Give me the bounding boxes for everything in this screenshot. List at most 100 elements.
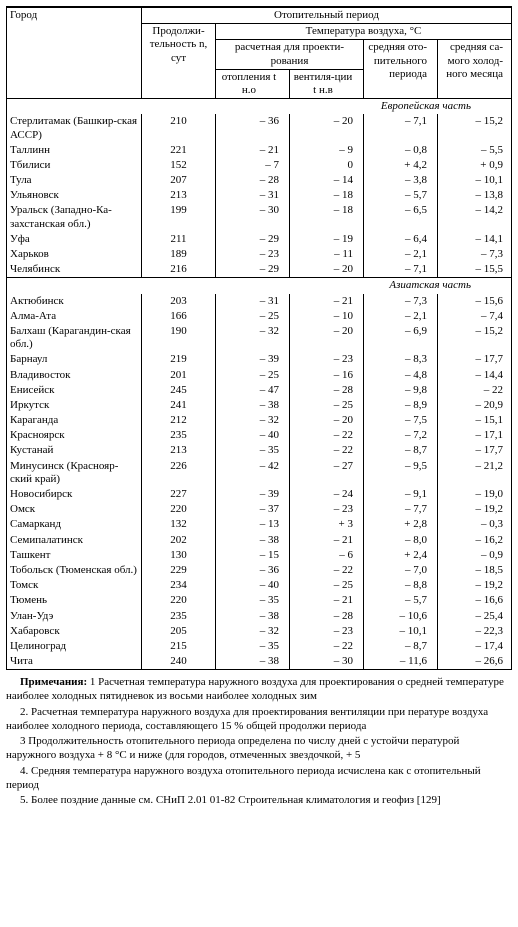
table-row: Тула207– 28– 14– 3,8– 10,1 bbox=[7, 173, 512, 188]
ventilation-cell: – 22 bbox=[290, 443, 364, 458]
ventilation-cell: – 28 bbox=[290, 383, 364, 398]
table-row: Красноярск235– 40– 22– 7,2– 17,1 bbox=[7, 428, 512, 443]
duration-cell: 241 bbox=[142, 398, 216, 413]
avg-period-cell: – 2,1 bbox=[364, 309, 438, 324]
avg-cold-cell: – 26,6 bbox=[438, 654, 512, 670]
city-cell: Уральск (Западно-Ка-захстанская обл.) bbox=[7, 203, 142, 231]
heating-cell: – 36 bbox=[216, 563, 290, 578]
city-cell: Ташкент bbox=[7, 548, 142, 563]
avg-cold-cell: – 13,8 bbox=[438, 188, 512, 203]
climate-table: Город Отопительный период Продолжи-тельн… bbox=[6, 6, 512, 670]
avg-cold-cell: – 15,2 bbox=[438, 114, 512, 142]
table-row: Тобольск (Тюменская обл.)229– 36– 22– 7,… bbox=[7, 563, 512, 578]
ventilation-cell: – 21 bbox=[290, 533, 364, 548]
city-cell: Стерлитамак (Башкир-ская АССР) bbox=[7, 114, 142, 142]
table-row: Харьков189– 23– 11– 2,1– 7,3 bbox=[7, 247, 512, 262]
avg-period-cell: – 7,1 bbox=[364, 262, 438, 278]
avg-cold-cell: – 21,2 bbox=[438, 459, 512, 487]
notes-block: Примечания: 1 Расчетная температура нару… bbox=[6, 676, 512, 808]
heating-cell: – 38 bbox=[216, 398, 290, 413]
duration-cell: 221 bbox=[142, 143, 216, 158]
city-cell: Омск bbox=[7, 502, 142, 517]
heating-cell: – 35 bbox=[216, 593, 290, 608]
avg-cold-cell: + 0,9 bbox=[438, 158, 512, 173]
avg-period-cell: – 0,8 bbox=[364, 143, 438, 158]
city-cell: Владивосток bbox=[7, 368, 142, 383]
table-row: Балхаш (Карагандин-ская обл.)190– 32– 20… bbox=[7, 324, 512, 352]
table-header: Город Отопительный период Продолжи-тельн… bbox=[7, 7, 512, 99]
heating-cell: – 32 bbox=[216, 624, 290, 639]
header-temp: Температура воздуха, °C bbox=[216, 24, 512, 40]
heating-cell: – 31 bbox=[216, 294, 290, 309]
city-cell: Алма-Ата bbox=[7, 309, 142, 324]
table-row: Новосибирск227– 39– 24– 9,1– 19,0 bbox=[7, 487, 512, 502]
ventilation-cell: – 18 bbox=[290, 188, 364, 203]
ventilation-cell: – 20 bbox=[290, 324, 364, 352]
avg-cold-cell: – 20,9 bbox=[438, 398, 512, 413]
avg-cold-cell: – 22 bbox=[438, 383, 512, 398]
note-line: 3 Продолжительность отопительного период… bbox=[6, 735, 512, 763]
avg-period-cell: – 7,7 bbox=[364, 502, 438, 517]
duration-cell: 235 bbox=[142, 609, 216, 624]
table-row: Челябинск216– 29– 20– 7,1– 15,5 bbox=[7, 262, 512, 278]
ventilation-cell: – 22 bbox=[290, 563, 364, 578]
duration-cell: 229 bbox=[142, 563, 216, 578]
city-cell: Кустанай bbox=[7, 443, 142, 458]
table-row: Чита240– 38– 30– 11,6– 26,6 bbox=[7, 654, 512, 670]
table-row: Самарканд132– 13+ 3+ 2,8– 0,3 bbox=[7, 517, 512, 532]
note-line: 5. Более поздние данные см. СНиП 2.01 01… bbox=[6, 794, 512, 808]
duration-cell: 240 bbox=[142, 654, 216, 670]
note-line: Примечания: 1 Расчетная температура нару… bbox=[6, 676, 512, 704]
table-row: Енисейск245– 47– 28– 9,8– 22 bbox=[7, 383, 512, 398]
duration-cell: 201 bbox=[142, 368, 216, 383]
city-cell: Хабаровск bbox=[7, 624, 142, 639]
duration-cell: 213 bbox=[142, 188, 216, 203]
ventilation-cell: – 6 bbox=[290, 548, 364, 563]
ventilation-cell: – 9 bbox=[290, 143, 364, 158]
heating-cell: – 32 bbox=[216, 324, 290, 352]
table-row: Омск220– 37– 23– 7,7– 19,2 bbox=[7, 502, 512, 517]
city-cell: Енисейск bbox=[7, 383, 142, 398]
table-row: Барнаул219– 39– 23– 8,3– 17,7 bbox=[7, 352, 512, 367]
city-cell: Новосибирск bbox=[7, 487, 142, 502]
avg-period-cell: – 9,5 bbox=[364, 459, 438, 487]
duration-cell: 234 bbox=[142, 578, 216, 593]
table-row: Тбилиси152– 70+ 4,2+ 0,9 bbox=[7, 158, 512, 173]
avg-cold-cell: – 0,3 bbox=[438, 517, 512, 532]
heating-cell: – 35 bbox=[216, 639, 290, 654]
ventilation-cell: – 28 bbox=[290, 609, 364, 624]
ventilation-cell: + 3 bbox=[290, 517, 364, 532]
ventilation-cell: – 22 bbox=[290, 639, 364, 654]
header-avg-cold: средняя са-мого холод-ного месяца bbox=[438, 40, 512, 99]
ventilation-cell: – 23 bbox=[290, 352, 364, 367]
avg-cold-cell: – 7,4 bbox=[438, 309, 512, 324]
duration-cell: 219 bbox=[142, 352, 216, 367]
avg-period-cell: + 4,2 bbox=[364, 158, 438, 173]
city-cell: Челябинск bbox=[7, 262, 142, 278]
table-row: Стерлитамак (Башкир-ская АССР)210– 36– 2… bbox=[7, 114, 512, 142]
ventilation-cell: – 22 bbox=[290, 428, 364, 443]
duration-cell: 152 bbox=[142, 158, 216, 173]
duration-cell: 216 bbox=[142, 262, 216, 278]
notes-lead: Примечания: bbox=[20, 676, 90, 688]
city-cell: Тюмень bbox=[7, 593, 142, 608]
avg-cold-cell: – 14,1 bbox=[438, 232, 512, 247]
avg-period-cell: – 3,8 bbox=[364, 173, 438, 188]
table-row: Минусинск (Краснояр-ский край)226– 42– 2… bbox=[7, 459, 512, 487]
avg-cold-cell: – 17,4 bbox=[438, 639, 512, 654]
avg-cold-cell: – 17,7 bbox=[438, 443, 512, 458]
city-cell: Томск bbox=[7, 578, 142, 593]
section-title: Европейская часть bbox=[7, 99, 512, 115]
heating-cell: – 25 bbox=[216, 368, 290, 383]
heating-cell: – 38 bbox=[216, 654, 290, 670]
avg-period-cell: – 11,6 bbox=[364, 654, 438, 670]
table-row: Тюмень220– 35– 21– 5,7– 16,6 bbox=[7, 593, 512, 608]
heating-cell: – 25 bbox=[216, 309, 290, 324]
heating-cell: – 32 bbox=[216, 413, 290, 428]
avg-period-cell: – 6,9 bbox=[364, 324, 438, 352]
heating-cell: – 21 bbox=[216, 143, 290, 158]
avg-cold-cell: – 14,2 bbox=[438, 203, 512, 231]
avg-cold-cell: – 16,2 bbox=[438, 533, 512, 548]
city-cell: Актюбинск bbox=[7, 294, 142, 309]
heating-cell: – 23 bbox=[216, 247, 290, 262]
